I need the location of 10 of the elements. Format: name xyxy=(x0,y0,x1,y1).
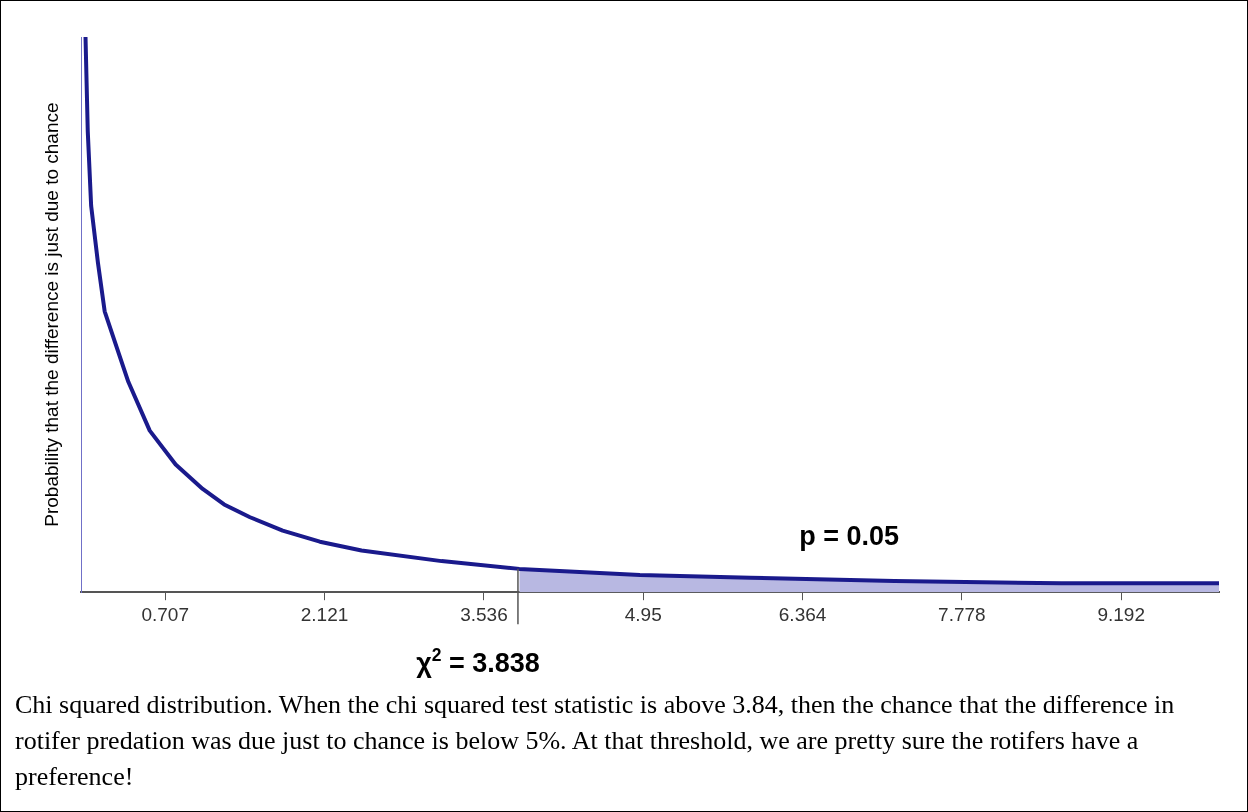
x-tick-label: 6.364 xyxy=(778,603,827,625)
x-tick-label: 7.778 xyxy=(938,603,986,625)
text: Chi squared distribution. When the chi squared test statistic is above 3.84, then the chance that the difference in rotifer predation was due just to chance is below 5%. At that threshold, we are pretty sure the rotifers have a preference! xyxy=(15,689,1175,793)
x-tick-label: 0.707 xyxy=(141,603,189,625)
x-tick-label: 3.536 xyxy=(460,603,508,625)
x-tick-label: 9.192 xyxy=(1097,603,1145,625)
annotation: p = 0.05 xyxy=(799,520,900,551)
y-axis-title: Probability that the difference is just due to chance xyxy=(40,102,62,527)
x-tick-label: 2.121 xyxy=(300,603,349,625)
x-tick-label: 4.95 xyxy=(624,603,662,625)
